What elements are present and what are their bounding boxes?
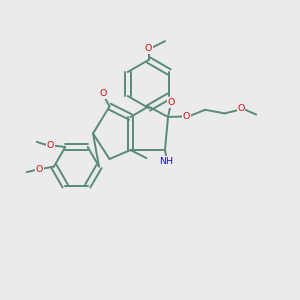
Text: O: O <box>46 141 54 150</box>
Text: O: O <box>145 44 152 53</box>
Text: O: O <box>167 98 175 107</box>
Text: NH: NH <box>160 157 173 166</box>
Text: O: O <box>238 104 245 113</box>
Text: O: O <box>183 112 190 121</box>
Text: O: O <box>99 89 106 98</box>
Text: O: O <box>36 165 43 174</box>
